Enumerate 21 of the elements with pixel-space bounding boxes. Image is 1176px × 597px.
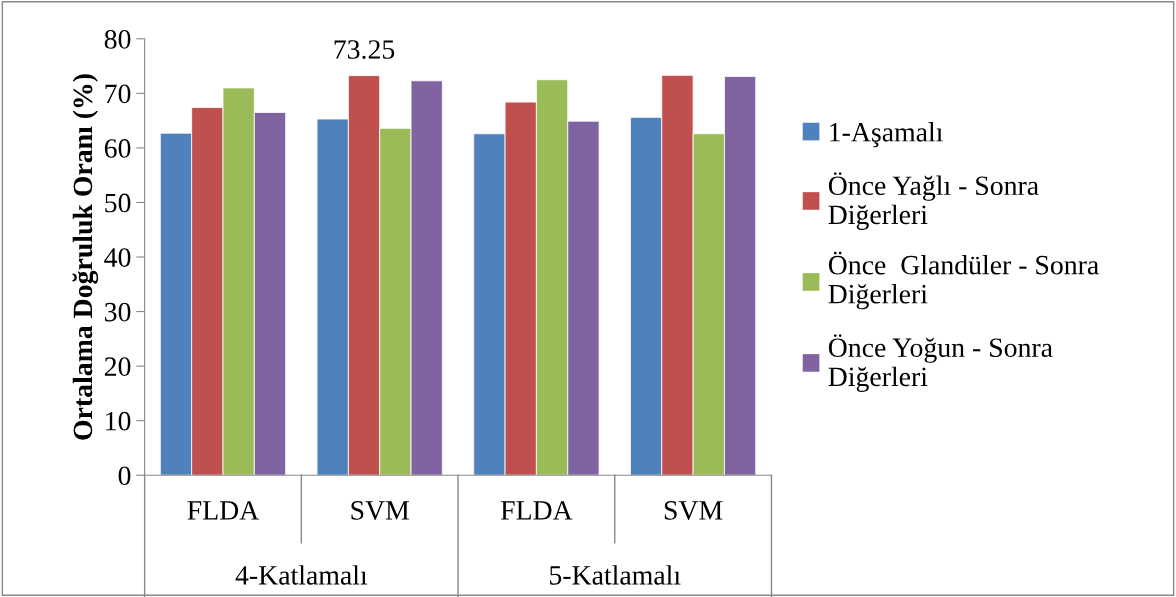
y-tick-label: 40 [104,248,131,267]
y-axis-title: Ortalama Doğruluk Oranı (%) [72,74,99,440]
legend-label: Önce Yağlı - Sonra Diğerleri [828,172,1039,230]
y-tick-label: 30 [105,302,131,322]
y-tick-label: 10 [106,411,131,431]
text: 4-Katlamalı [235,565,368,585]
y-tick-label: 20 [104,357,131,377]
data-label: 73.25 [334,40,395,59]
y-tick-label: 70 [105,84,131,104]
legend-label: 1-Aşamalı [830,122,943,148]
y-tick-label: 0 [118,466,131,486]
y-tick-label: 80 [104,29,131,49]
legend-label: Önce Glandüler - Sonra Diğerleri [828,251,1099,310]
legend-label: Önce Yoğun - Sonra Diğerleri [828,334,1053,392]
x-tick-label: SVM [664,501,723,520]
y-tick-label: 60 [104,139,131,158]
x-tick-label: FLDA [187,501,260,520]
text: 5-Katlamalı [550,565,681,585]
x-tick-label: SVM [351,501,409,520]
y-tick-label: 50 [105,193,131,213]
x-tick-label: FLDA [500,501,573,520]
